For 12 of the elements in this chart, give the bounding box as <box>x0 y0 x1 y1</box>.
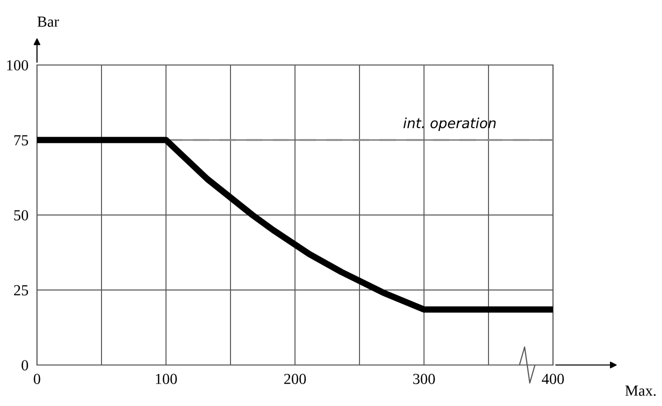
x-tick-label: 200 <box>284 374 306 384</box>
y-tick-label: 75 <box>14 135 28 146</box>
y-tick-label: 100 <box>7 60 28 70</box>
x-tick-label: 400 <box>542 374 564 384</box>
x-tick-label: 100 <box>156 374 177 384</box>
y-tick-label: 50 <box>14 210 28 220</box>
y-axis-title: Bar <box>37 16 59 27</box>
y-tick-label: 25 <box>14 285 28 296</box>
y-tick-label: 0 <box>22 360 28 370</box>
x-tick-label: 0 <box>34 374 40 384</box>
x-axis-title: Max. <box>625 386 656 396</box>
x-tick-label: 300 <box>413 374 435 384</box>
